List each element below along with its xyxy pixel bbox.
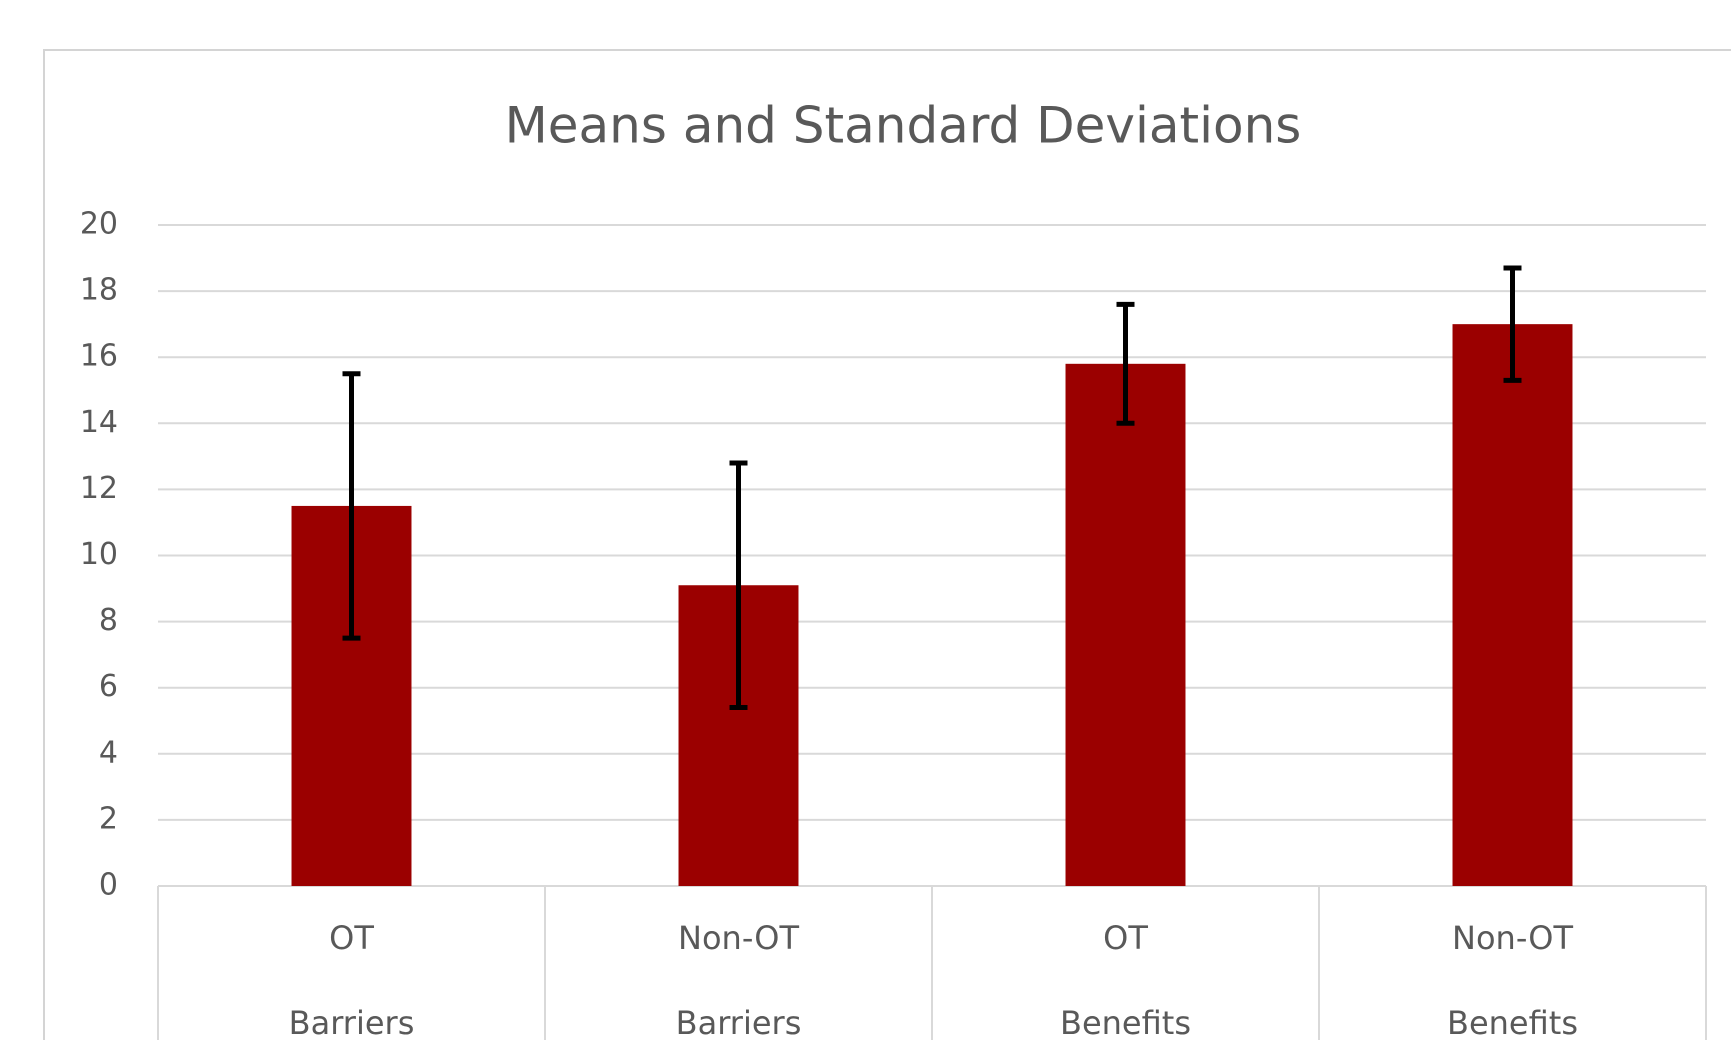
- x-tick-label: OT: [1103, 919, 1148, 957]
- x-tick-label: Non-OT: [678, 919, 799, 957]
- chart-title: Means and Standard Deviations: [505, 97, 1302, 155]
- y-tick-label: 10: [80, 537, 118, 572]
- error-bar: [1116, 301, 1135, 426]
- x-group-label: Barriers: [676, 1004, 802, 1040]
- y-tick-label: 12: [80, 471, 118, 506]
- x-group-label: Benefits: [1060, 1004, 1191, 1040]
- x-group-label: Benefits: [1447, 1004, 1578, 1040]
- y-tick-label: 8: [99, 603, 118, 638]
- x-group-label: Barriers: [289, 1004, 415, 1040]
- y-tick-label: 14: [80, 405, 118, 440]
- x-tick-label: OT: [329, 919, 374, 957]
- bar: [1452, 324, 1573, 886]
- y-tick-label: 20: [80, 207, 118, 242]
- error-bar: [1503, 265, 1522, 383]
- x-tick-label: Non-OT: [1452, 919, 1573, 957]
- y-tick-label: 2: [99, 801, 118, 836]
- y-tick-label: 16: [80, 339, 118, 374]
- bar: [1065, 363, 1186, 886]
- error-bar: [729, 460, 748, 711]
- y-tick-label: 4: [99, 735, 118, 770]
- y-tick-label: 0: [99, 868, 118, 903]
- y-tick-label: 18: [80, 273, 118, 308]
- error-bar: [342, 371, 361, 641]
- y-tick-label: 6: [99, 669, 118, 704]
